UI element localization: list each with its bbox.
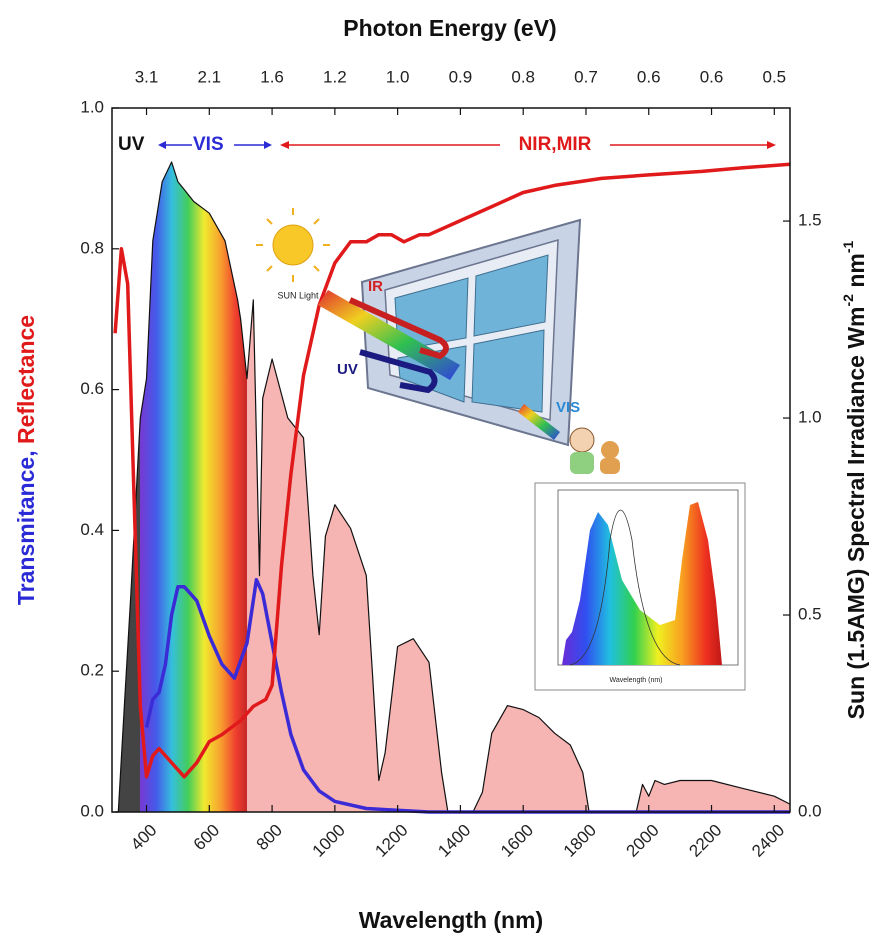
visible-band — [140, 108, 247, 812]
y-tick-label: 0.2 — [80, 661, 104, 680]
x-tick-label: 1400 — [434, 821, 474, 861]
y-tick-label: 0.6 — [80, 379, 104, 398]
x2-tick-label: 0.9 — [449, 67, 473, 86]
x-tick-label: 2200 — [685, 821, 725, 861]
uv-band — [118, 108, 140, 812]
x-tick-label: 600 — [190, 821, 223, 854]
x-tick-label: 1800 — [560, 821, 600, 861]
arrow-head — [767, 141, 776, 149]
x-tick-label: 1600 — [497, 821, 537, 861]
annotation: UV — [118, 134, 145, 155]
x-tick-label: 2000 — [623, 821, 663, 861]
y2-tick-label: 0.0 — [798, 801, 822, 820]
y2-title-part: nm — [843, 253, 869, 294]
x2-tick-label: 1.0 — [386, 67, 410, 86]
y-tick-label: 1.0 — [80, 97, 104, 116]
window-pane — [472, 330, 544, 412]
x2-axis-title: Photon Energy (eV) — [343, 15, 556, 41]
annotation: Wavelength (nm) — [609, 677, 662, 684]
x-tick-label: 2400 — [748, 821, 788, 861]
page: {"chart_data": { "type": "line", "x2labe… — [0, 0, 875, 946]
person — [570, 428, 594, 452]
x2-tick-label: 0.7 — [574, 67, 598, 86]
x2-tick-label: 1.6 — [260, 67, 284, 86]
x2-tick-label: 1.2 — [323, 67, 347, 86]
arrow-head — [264, 141, 272, 149]
annotation: NIR,MIR — [519, 134, 592, 155]
y-tick-label: 0.8 — [80, 238, 104, 257]
y2-title-part: Sun (1.5AMG) Spectral Irradiance Wm — [843, 306, 869, 719]
x2-tick-label: 3.1 — [135, 67, 159, 86]
y2-tick-label: 1.0 — [798, 408, 822, 427]
x-tick-label: 800 — [253, 821, 286, 854]
annotation: IR — [368, 278, 383, 295]
annotation: SUN Light — [277, 290, 319, 300]
y-axis-title: Transmitance, Reflectance — [13, 315, 39, 605]
annotation: VIS — [556, 399, 580, 416]
x2-tick-label: 2.1 — [197, 67, 221, 86]
y-title-part: Transmitance, — [13, 450, 39, 605]
x-tick-label: 1000 — [309, 821, 349, 861]
y-tick-label: 0.0 — [80, 801, 104, 820]
sun — [273, 225, 313, 265]
x2-tick-label: 0.8 — [511, 67, 535, 86]
spectrum-band — [118, 108, 247, 812]
x2-tick-label: 0.6 — [637, 67, 661, 86]
annotation: UV — [337, 361, 358, 378]
x-tick-label: 400 — [127, 821, 160, 854]
y2-title-part: -2 — [840, 294, 856, 307]
chart: UV VIS NIR,MIR SUN Light IR UV VIS — [0, 0, 875, 946]
y2-tick-label: 1.5 — [798, 211, 822, 230]
inset-chart: Wavelength (nm) — [535, 483, 745, 690]
x-tick-label: 1200 — [371, 821, 411, 861]
y2-title-part: -1 — [840, 240, 856, 253]
y2-tick-label: 0.5 — [798, 605, 822, 624]
y2-axis-title: Sun (1.5AMG) Spectral Irradiance Wm-2 nm… — [840, 240, 869, 719]
y-tick-label: 0.4 — [80, 520, 104, 539]
person-body — [570, 452, 594, 474]
y-title-part: Reflectance — [13, 315, 39, 444]
x2-tick-label: 0.5 — [762, 67, 786, 86]
x-axis-title: Wavelength (nm) — [359, 907, 543, 933]
cat — [601, 441, 619, 459]
cat-body — [600, 458, 620, 474]
annotation: VIS — [193, 134, 224, 155]
x2-tick-label: 0.6 — [700, 67, 724, 86]
arrow-head — [158, 141, 166, 149]
arrow-head — [280, 141, 289, 149]
